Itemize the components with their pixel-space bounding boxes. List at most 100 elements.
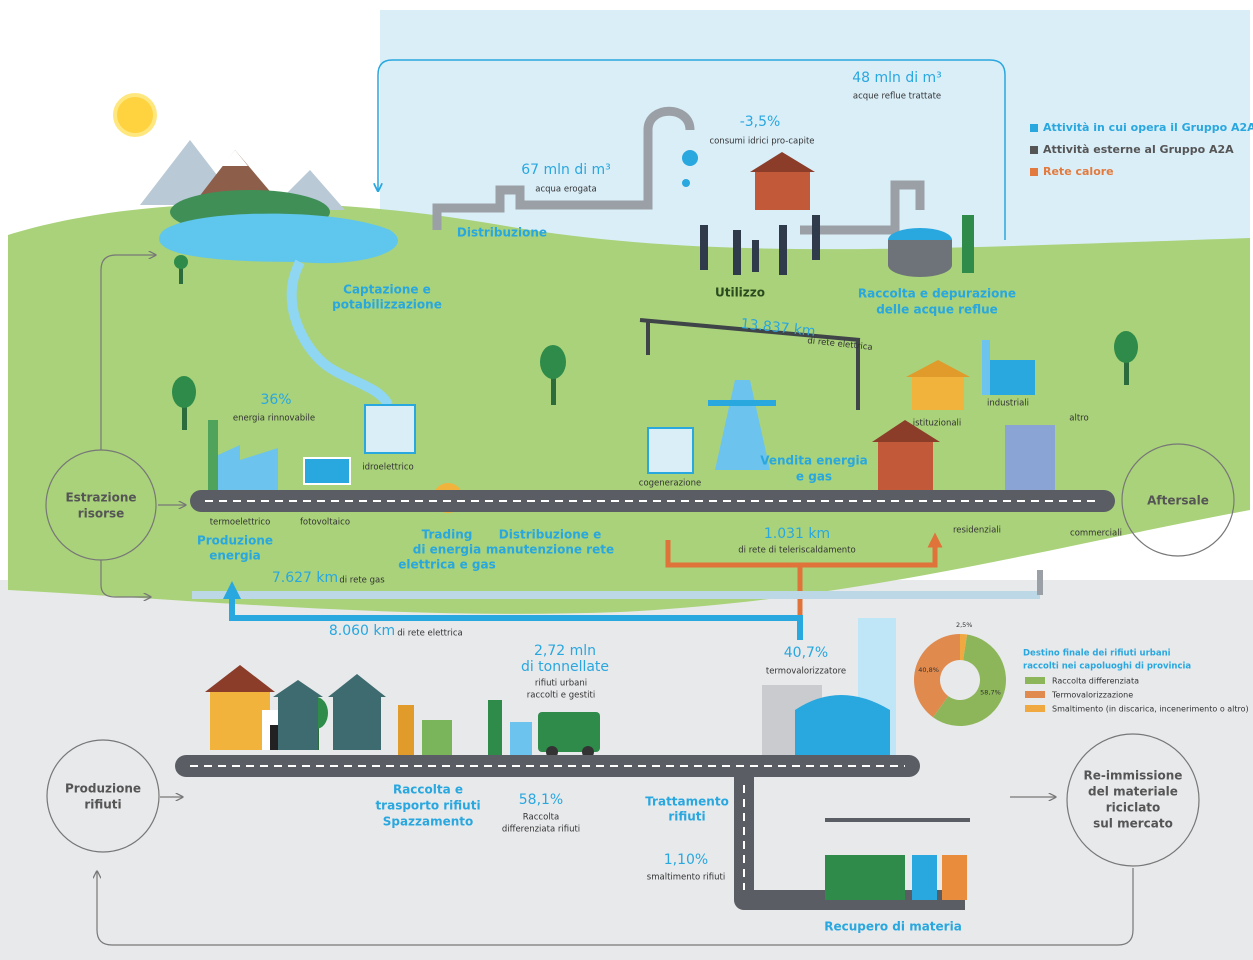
stage-label: Utilizzo <box>715 286 765 300</box>
stage-label: Distribuzione <box>457 226 547 240</box>
customer-label: altro <box>1069 414 1088 424</box>
pie-legend-item: Raccolta differenziata <box>1052 677 1139 686</box>
solar-panel <box>304 458 350 484</box>
pie-legend-item: Smaltimento (in discarica, incenerimento… <box>1052 705 1249 714</box>
chimney <box>208 420 218 490</box>
pie-legend-swatch <box>1025 691 1045 698</box>
pie-legend-item: Termovalorizzazione <box>1051 691 1133 700</box>
node-label: Aftersale <box>1147 494 1209 508</box>
source-label: idroelettrico <box>362 463 413 473</box>
stage-label: Captazione e <box>343 283 431 297</box>
sun <box>115 95 155 135</box>
stat-value: -3,5% <box>740 114 781 130</box>
pie-title: Destino finale dei rifiuti urbani <box>1023 649 1171 659</box>
legend-swatch <box>1030 124 1038 132</box>
page: { "legend": ["Attività in cui opera il G… <box>0 0 1253 960</box>
stage-label: Trattamento <box>645 795 729 809</box>
stat-label: differenziata rifiuti <box>502 825 580 835</box>
recycle-bin <box>942 855 967 900</box>
stat-label: Raccolta <box>523 813 559 823</box>
stat-value: di tonnellate <box>521 659 609 675</box>
water-drop <box>682 179 690 187</box>
node-label: Estrazione <box>65 491 136 505</box>
stat-value: 67 mln di m³ <box>521 162 611 178</box>
cogeneration-icon <box>648 428 693 473</box>
hydro-icon <box>365 405 415 453</box>
stat-value: 1,10% <box>664 852 708 868</box>
stat-label: energia rinnovabile <box>233 414 315 424</box>
customer-label: residenziali <box>953 526 1001 536</box>
pie-value-label: 58,7% <box>980 689 1001 697</box>
stage-label: Trading <box>422 528 473 542</box>
institutional-building <box>912 375 964 410</box>
node-label: risorse <box>78 507 125 521</box>
node-label: Re-immissione <box>1084 769 1183 783</box>
chimney <box>982 340 990 395</box>
plant-hall <box>795 695 890 755</box>
stage-label: rifiuti <box>668 810 705 824</box>
stage-label: trasporto rifiuti <box>375 799 480 813</box>
worker <box>488 700 502 755</box>
stat-label: smaltimento rifiuti <box>647 873 725 883</box>
node-label: Produzione <box>65 782 141 796</box>
stat-value: 58,1% <box>519 792 563 808</box>
stat-label: di rete gas <box>339 576 385 586</box>
customer-label: commerciali <box>1070 529 1122 539</box>
infographic: Attività in cui opera il Gruppo A2A Atti… <box>0 0 1253 960</box>
source-label: fotovoltaico <box>300 518 350 528</box>
stat-value: 40,7% <box>784 645 828 661</box>
person <box>398 705 414 755</box>
stat-label: acque reflue trattate <box>853 92 941 102</box>
office <box>1005 425 1055 493</box>
stage-label: Recupero di materia <box>824 920 962 934</box>
stage-label: Vendita energia <box>760 454 868 468</box>
stat-value: 8.060 km <box>329 623 395 639</box>
legend-item: Rete calore <box>1043 165 1114 178</box>
truck <box>538 712 600 752</box>
recycle-bin <box>825 855 905 900</box>
stat-label: raccolti e gestiti <box>527 691 595 701</box>
stage-label: Raccolta e depurazione <box>858 287 1016 301</box>
stage-label: Distribuzione e <box>499 528 601 542</box>
pie-legend-swatch <box>1025 705 1045 712</box>
stat-label: di rete di teleriscaldamento <box>738 546 855 556</box>
legend-item: Attività esterne al Gruppo A2A <box>1043 143 1234 156</box>
pie-legend-swatch <box>1025 677 1045 684</box>
source-label: cogenerazione <box>639 479 701 489</box>
house <box>878 440 933 490</box>
stage-label: Produzione <box>197 534 273 548</box>
node-label: sul mercato <box>1093 817 1173 831</box>
recycle-bin <box>912 855 937 900</box>
water-drop <box>682 150 698 166</box>
factory <box>990 360 1035 395</box>
stage-label: Spazzamento <box>383 815 474 829</box>
stage-label: manutenzione rete <box>486 543 614 557</box>
node-label: rifiuti <box>84 798 121 812</box>
stat-label: rifiuti urbani <box>535 679 587 689</box>
stat-label: di rete elettrica <box>397 629 463 639</box>
stage-label: potabilizzazione <box>332 298 442 312</box>
legend-swatch <box>1030 146 1038 154</box>
house <box>755 170 810 210</box>
pylon-arm <box>708 400 776 406</box>
bin <box>422 720 452 758</box>
stat-value: 48 mln di m³ <box>852 70 942 86</box>
bin <box>510 722 532 755</box>
stage-label: elettrica e gas <box>398 558 495 572</box>
node-label: riciclato <box>1106 801 1161 815</box>
node-label: del materiale <box>1088 785 1178 799</box>
stat-label: consumi idrici pro-capite <box>709 137 814 147</box>
stage-label: e gas <box>796 470 832 484</box>
stat-value: 7.627 km <box>272 570 338 586</box>
stage-label: delle acque reflue <box>876 303 998 317</box>
customer-label: industriali <box>987 399 1029 409</box>
stage-label: Raccolta e <box>393 783 463 797</box>
source-label: termoelettrico <box>210 518 271 528</box>
stat-label: acqua erogata <box>535 185 596 195</box>
stat-value: 36% <box>260 392 291 408</box>
legend-item: Attività in cui opera il Gruppo A2A <box>1043 121 1253 134</box>
worker <box>962 215 974 273</box>
stat-label: termovalorizzatore <box>766 667 846 677</box>
tank <box>888 240 952 277</box>
stat-value: 1.031 km <box>764 526 830 542</box>
